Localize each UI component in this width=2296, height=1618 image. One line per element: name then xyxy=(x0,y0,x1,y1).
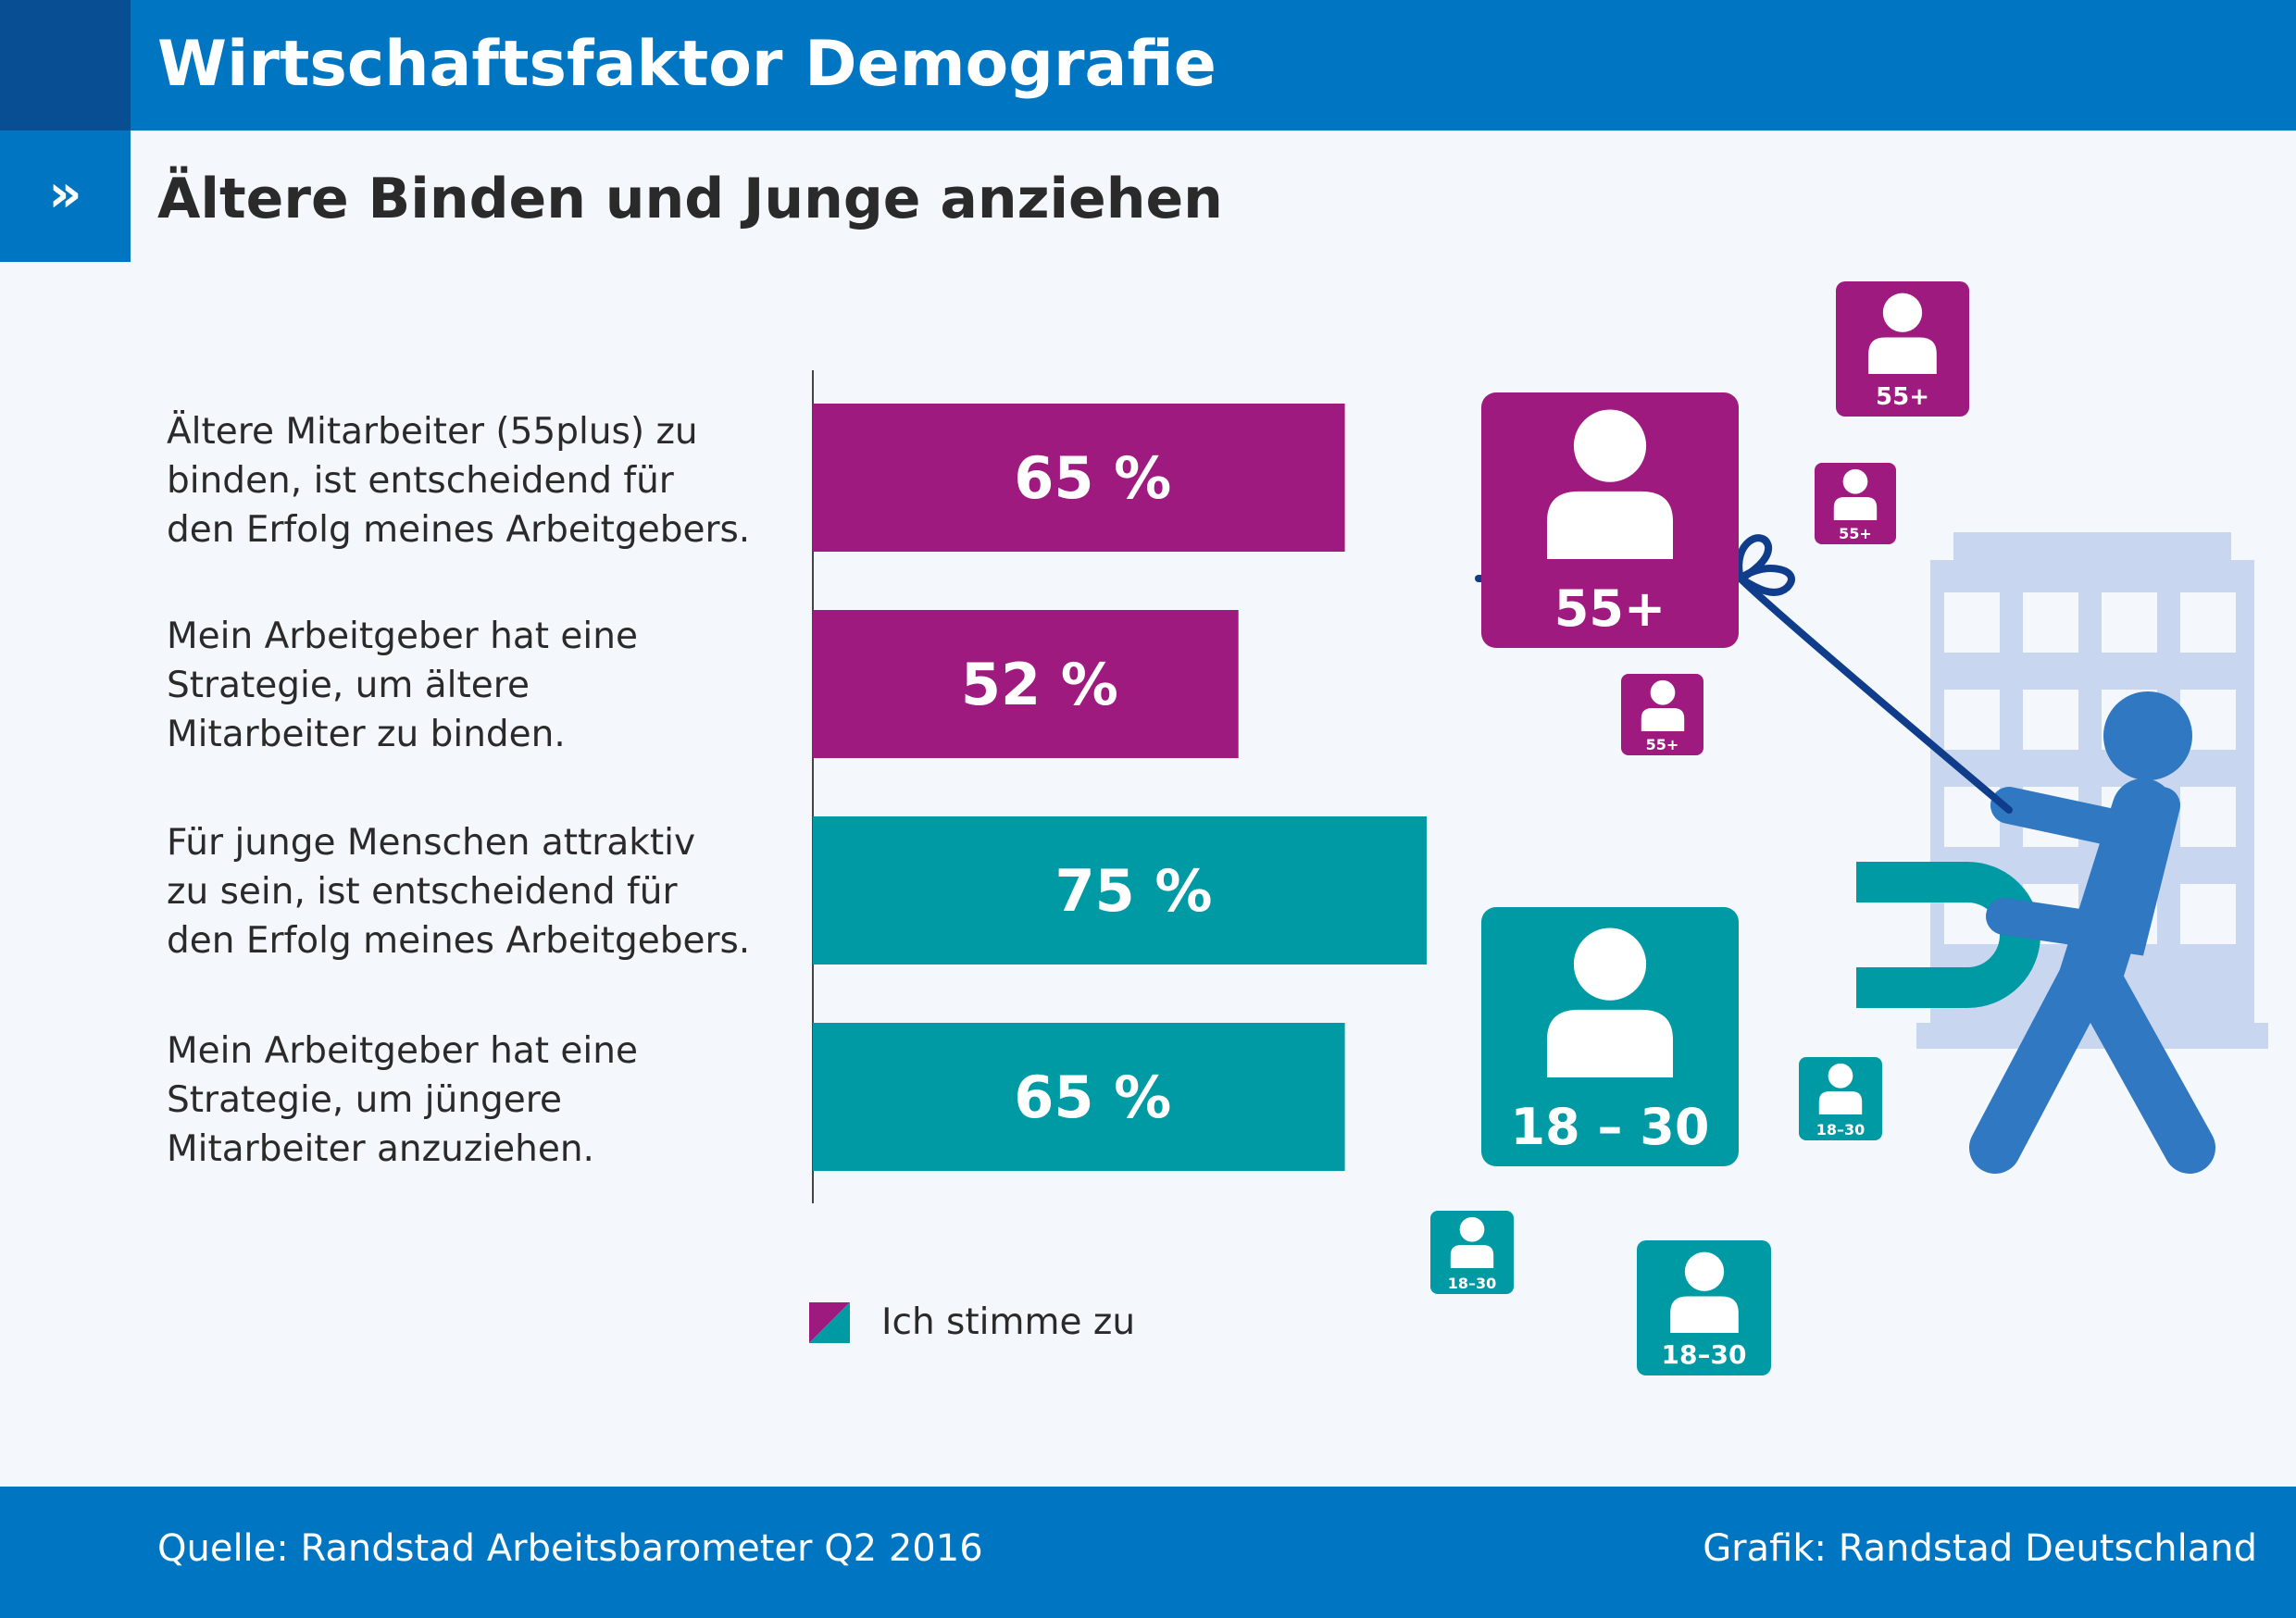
tile-55plus-large: 55+ xyxy=(1481,392,1739,648)
tile-18-30-large: 18 – 30 xyxy=(1481,907,1739,1166)
tile-label: 55+ xyxy=(1645,736,1679,753)
bar-2 xyxy=(813,610,1239,758)
bar-4 xyxy=(813,1023,1345,1171)
header-bar xyxy=(0,0,2296,131)
statement-3-line-1: Für junge Menschen attraktiv xyxy=(167,822,696,864)
bar-3-value-label: 75 % xyxy=(1055,857,1213,925)
statement-3-line-2: zu sein, ist entscheidend für xyxy=(167,871,678,913)
bar-1 xyxy=(813,404,1345,552)
statement-4-line-2: Strategie, um jüngere xyxy=(167,1079,562,1121)
tile-label: 18–30 xyxy=(1816,1121,1866,1139)
source-note: Quelle: Randstad Arbeitsbarometer Q2 201… xyxy=(157,1527,983,1570)
statement-1-line-1: Ältere Mitarbeiter (55plus) zu xyxy=(167,411,698,453)
statement-1-line-3: den Erfolg meines Arbeitgebers. xyxy=(167,509,751,551)
person-icon xyxy=(1641,679,1684,731)
footer-bar xyxy=(0,1487,2296,1618)
person-pulling-icon xyxy=(1969,691,2215,1174)
tile-label: 18–30 xyxy=(1661,1339,1747,1371)
legend-label: Ich stimme zu xyxy=(881,1301,1136,1343)
tile-55plus-tiny-2: 55+ xyxy=(1621,674,1703,755)
bar-3 xyxy=(813,816,1427,965)
statement-4: Mein Arbeitgeber hat eine Strategie, um … xyxy=(167,1027,796,1174)
person-icon xyxy=(1868,292,1937,374)
tile-55plus-tiny: 55+ xyxy=(1815,463,1896,544)
statement-1-line-2: binden, ist entscheidend für xyxy=(167,460,674,502)
person-icon xyxy=(1833,468,1878,520)
tile-18-30-small: 18–30 xyxy=(1637,1240,1771,1375)
bar-2-value-label: 52 % xyxy=(961,651,1118,718)
chart-title: Ältere Binden und Junge anziehen xyxy=(157,167,1223,231)
tile-18-30-tiny: 18–30 xyxy=(1799,1057,1882,1140)
bar-4-value-label: 65 % xyxy=(1014,1064,1171,1131)
statement-2: Mein Arbeitgeber hat eine Strategie, um … xyxy=(167,612,796,759)
person-icon xyxy=(1547,927,1673,1077)
tile-label: 55+ xyxy=(1554,579,1666,638)
statement-2-line-2: Strategie, um ältere xyxy=(167,665,530,706)
statement-1: Ältere Mitarbeiter (55plus) zu binden, i… xyxy=(167,407,796,554)
statement-4-line-1: Mein Arbeitgeber hat eine xyxy=(167,1030,638,1072)
tile-label: 55+ xyxy=(1876,383,1929,412)
tile-18-30-tiny-2: 18–30 xyxy=(1430,1211,1514,1294)
chevron-double-right-icon: » xyxy=(0,131,131,262)
person-icon xyxy=(1669,1251,1739,1333)
statement-2-line-1: Mein Arbeitgeber hat eine xyxy=(167,616,638,657)
tile-label: 55+ xyxy=(1839,525,1872,542)
bar-1-value-label: 65 % xyxy=(1014,444,1171,512)
credit-note: Grafik: Randstad Deutschland xyxy=(1703,1527,2257,1570)
header-accent-block xyxy=(0,0,131,131)
statement-2-line-3: Mitarbeiter zu binden. xyxy=(167,714,566,755)
tile-label: 18 – 30 xyxy=(1510,1097,1710,1156)
legend-swatch xyxy=(809,1302,850,1343)
tile-label: 18–30 xyxy=(1447,1275,1497,1292)
person-icon xyxy=(1818,1063,1863,1114)
tile-55plus-small: 55+ xyxy=(1836,281,1969,417)
statement-4-line-3: Mitarbeiter anzuziehen. xyxy=(167,1128,594,1170)
statement-3: Für junge Menschen attraktiv zu sein, is… xyxy=(167,818,796,965)
person-icon xyxy=(1547,409,1673,559)
person-icon xyxy=(1450,1216,1494,1268)
page-title: Wirtschaftsfaktor Demografie xyxy=(157,28,1217,101)
statement-3-line-3: den Erfolg meines Arbeitgebers. xyxy=(167,920,751,962)
